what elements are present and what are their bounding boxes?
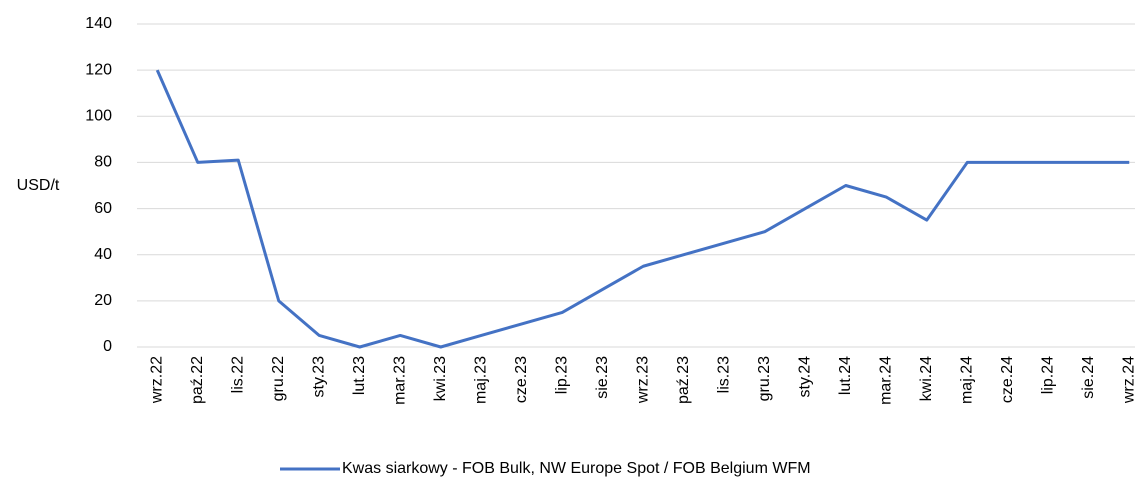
x-tick-label: lut.23 bbox=[351, 356, 368, 395]
y-axis-label: USD/t bbox=[17, 177, 60, 194]
x-tick-label: kwi.24 bbox=[918, 356, 935, 401]
x-tick-label: wrz.23 bbox=[634, 356, 651, 404]
y-tick-label: 80 bbox=[94, 154, 112, 171]
y-tick-label: 140 bbox=[85, 15, 112, 32]
x-tick-label: cze.24 bbox=[999, 356, 1016, 403]
x-tick-label: paź.22 bbox=[189, 356, 206, 404]
x-tick-label: wrz.22 bbox=[148, 356, 165, 404]
x-tick-label: lip.23 bbox=[553, 356, 570, 394]
x-tick-label: wrz.24 bbox=[1120, 356, 1137, 404]
x-tick-label: cze.23 bbox=[513, 356, 530, 403]
x-tick-label: lis.22 bbox=[229, 356, 246, 393]
y-tick-label: 100 bbox=[85, 108, 112, 125]
y-tick-label: 120 bbox=[85, 61, 112, 78]
x-tick-label: maj.24 bbox=[958, 356, 975, 404]
y-tick-label: 20 bbox=[94, 292, 112, 309]
x-tick-label: mar.23 bbox=[391, 356, 408, 405]
x-tick-label: gru.22 bbox=[270, 356, 287, 401]
y-tick-label: 40 bbox=[94, 246, 112, 263]
x-tick-label: sty.24 bbox=[796, 356, 813, 398]
x-tick-label: sie.24 bbox=[1080, 356, 1097, 399]
x-tick-label: gru.23 bbox=[756, 356, 773, 401]
x-tick-label: lis.23 bbox=[715, 356, 732, 393]
y-tick-label: 60 bbox=[94, 200, 112, 217]
legend-label: Kwas siarkowy - FOB Bulk, NW Europe Spot… bbox=[342, 460, 811, 477]
x-tick-label: maj.23 bbox=[472, 356, 489, 404]
y-tick-label: 0 bbox=[103, 338, 112, 355]
x-tick-label: lut.24 bbox=[837, 356, 854, 395]
x-tick-label: sie.23 bbox=[594, 356, 611, 399]
x-tick-label: sty.23 bbox=[310, 356, 327, 398]
x-tick-label: mar.24 bbox=[877, 356, 894, 405]
x-tick-label: kwi.23 bbox=[432, 356, 449, 401]
x-tick-label: lip.24 bbox=[1039, 356, 1056, 394]
data-line bbox=[155, 69, 1130, 349]
x-tick-label: paź.23 bbox=[675, 356, 692, 404]
